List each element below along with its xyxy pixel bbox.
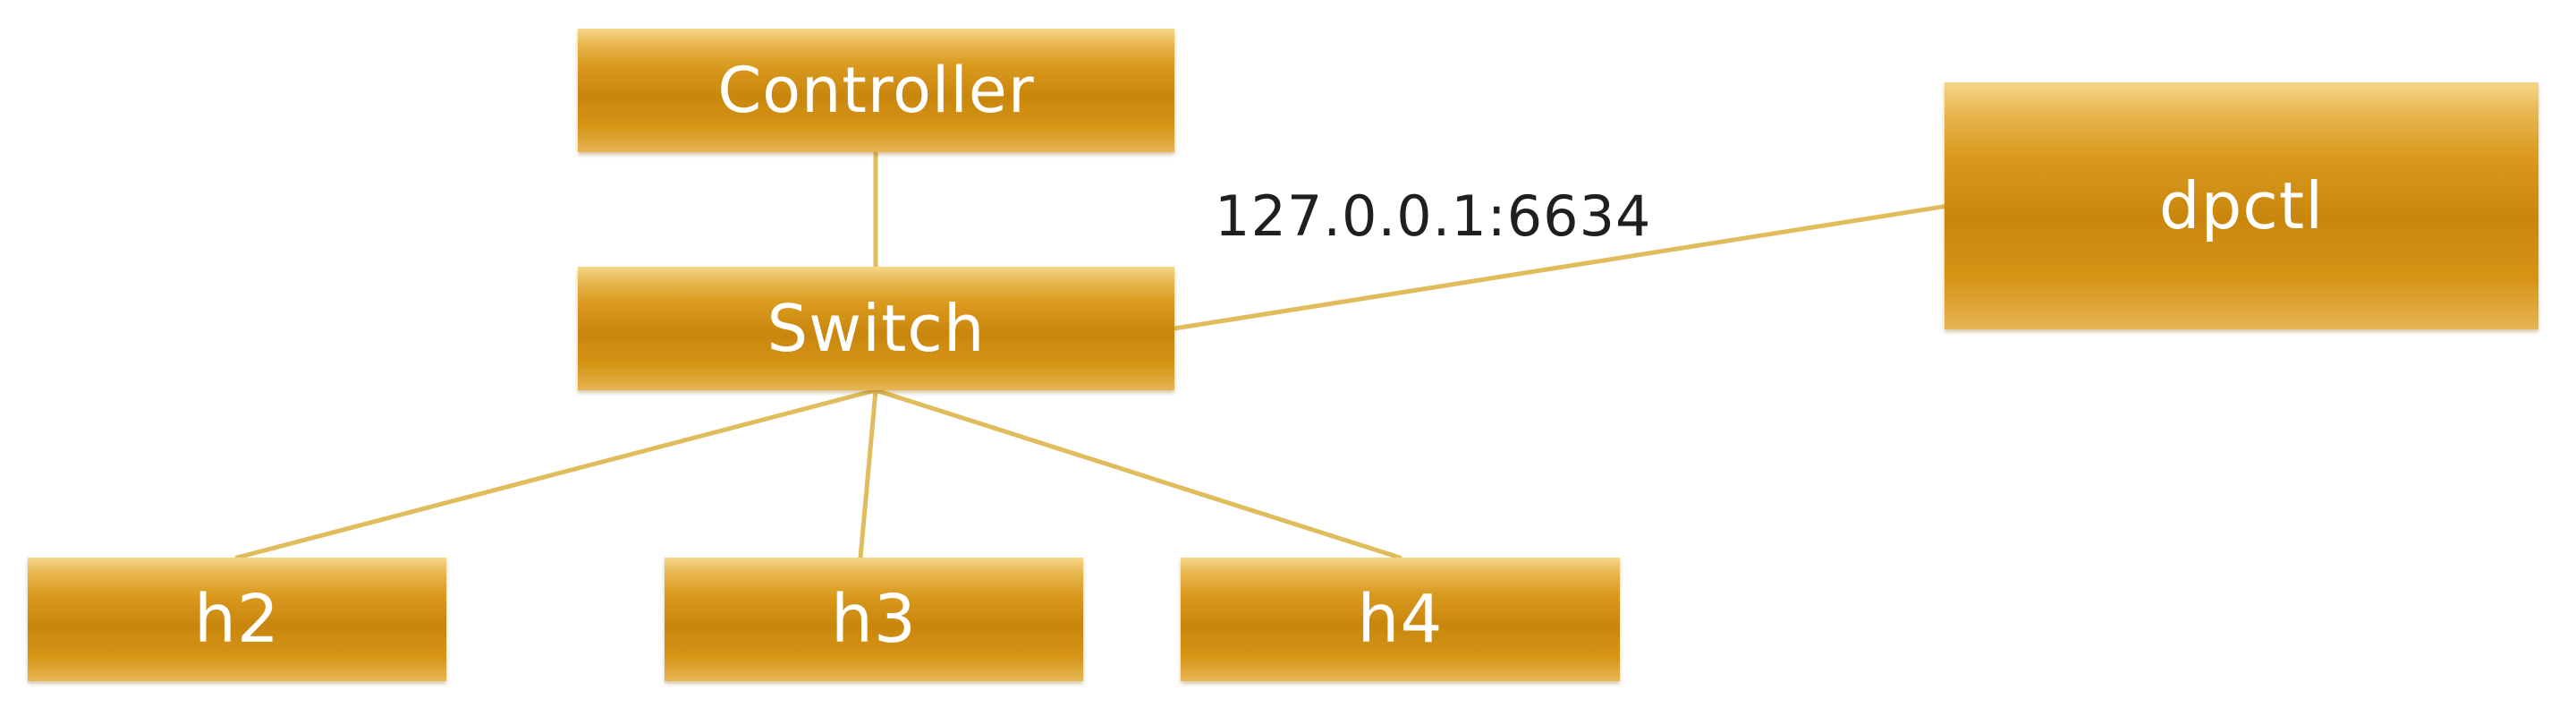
edge-switch-dpctl	[1172, 203, 1951, 331]
switch-node: Switch	[578, 267, 1174, 390]
host-h3-label: h3	[831, 581, 917, 658]
switch-label: Switch	[767, 291, 986, 366]
host-h4-label: h4	[1357, 581, 1444, 658]
host-h2-node: h2	[28, 558, 446, 681]
host-h4-node: h4	[1181, 558, 1620, 681]
controller-node: Controller	[578, 29, 1174, 152]
dpctl-label: dpctl	[2158, 168, 2325, 243]
edge-switch-h4	[873, 388, 1402, 560]
edge-switch-h2	[234, 388, 878, 560]
switch-dpctl-link-label: 127.0.0.1:6634	[1215, 183, 1652, 249]
dpctl-node: dpctl	[1945, 82, 2538, 329]
controller-label: Controller	[717, 54, 1035, 127]
host-h2-label: h2	[194, 581, 280, 658]
edge-switch-h3	[858, 388, 878, 560]
host-h3-node: h3	[665, 558, 1083, 681]
